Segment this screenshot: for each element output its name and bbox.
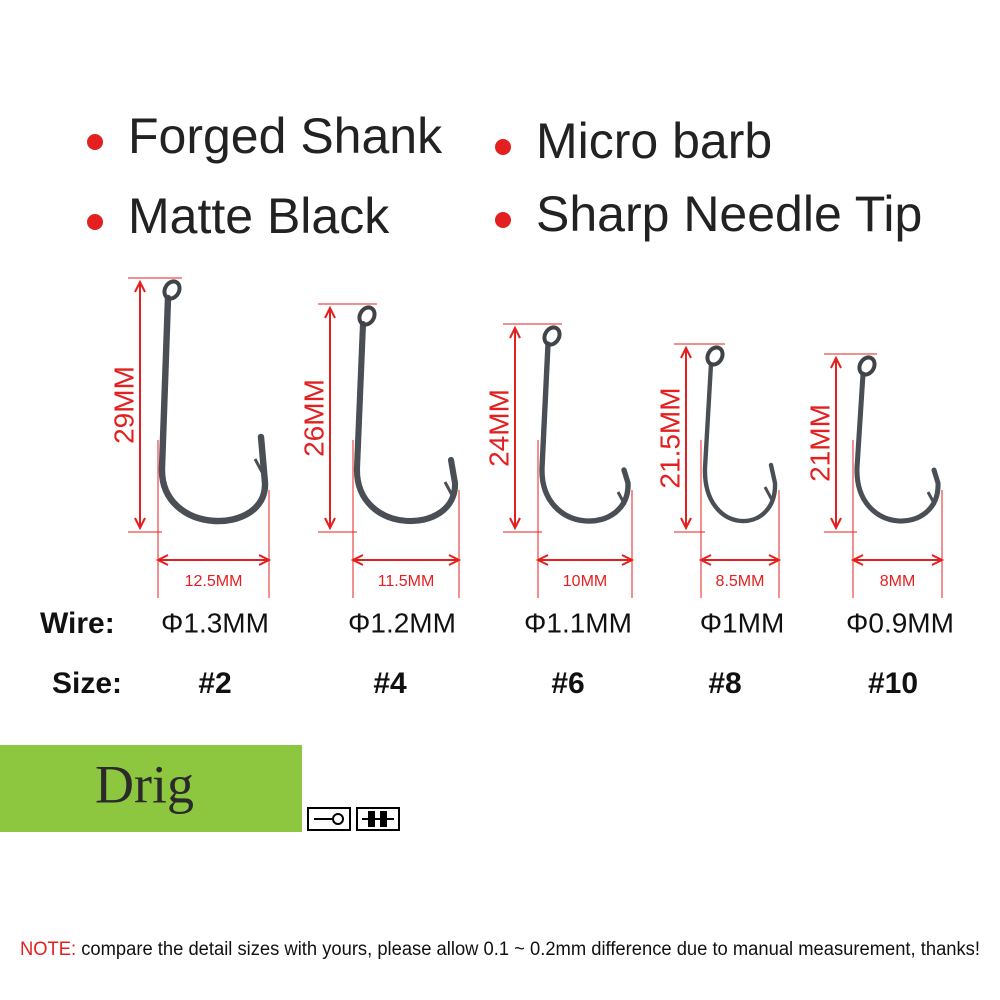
bullet [495, 139, 511, 155]
size-label: #4 [373, 667, 407, 700]
arrow [155, 554, 272, 566]
size-label: #8 [708, 667, 741, 700]
hook [539, 341, 631, 524]
wire-label: Φ0.9MM [846, 607, 954, 638]
feature: Micro barb [536, 113, 772, 169]
hook [854, 371, 941, 524]
hook-eye [857, 355, 877, 377]
arrow [680, 345, 692, 359]
height-label: 21.5MM [654, 387, 685, 488]
hook-barb [616, 491, 627, 506]
hook-barb [763, 486, 774, 501]
note-text: compare the detail sizes with yours, ple… [76, 939, 980, 960]
hook-barb [253, 458, 264, 473]
height-label: 29MM [108, 366, 139, 444]
hook-barb [443, 481, 454, 496]
bullet [495, 212, 511, 228]
arrow [535, 554, 635, 566]
arrow [830, 517, 842, 531]
width-label: 11.5MM [378, 573, 435, 590]
bullet [87, 134, 103, 150]
wire-label: Φ1.3MM [161, 607, 269, 638]
wire-label: Φ1MM [700, 607, 785, 638]
hook-eye [542, 325, 562, 347]
arrow [850, 554, 945, 566]
arrow [830, 355, 842, 369]
hook-diagram: 29MM 12.5MM Φ1.3MM #2 26MM 11.5MM Φ1.2MM #4 24MM… [108, 277, 954, 700]
arrow [350, 554, 462, 566]
feature: Forged Shank [128, 108, 443, 164]
rig-icons [307, 807, 400, 831]
arrow [680, 517, 692, 531]
height-label: 26MM [298, 379, 329, 457]
hook [158, 294, 269, 525]
feature: Sharp Needle Tip [536, 186, 922, 242]
height-label: 21MM [804, 404, 835, 482]
arrow [324, 517, 336, 531]
arrow [509, 325, 521, 339]
hook-eye [705, 345, 725, 367]
width-label: 8MM [880, 573, 916, 590]
size-row-label: Size: [52, 667, 122, 700]
width-label: 12.5MM [185, 573, 243, 590]
width-label: 8.5MM [716, 573, 765, 590]
hook-eye [162, 279, 182, 301]
hook [353, 320, 459, 525]
size-label: #10 [868, 667, 918, 700]
arrow [324, 305, 336, 319]
brand-name: Drig [95, 754, 194, 814]
wire-label: Φ1.1MM [524, 607, 632, 638]
size-label: #6 [551, 667, 584, 700]
bullet [87, 214, 103, 230]
feature-list: Forged Shank Micro barb Matte Black Sharp N… [87, 108, 922, 244]
brand-banner [0, 745, 302, 832]
hook [702, 361, 778, 524]
wire-row-label: Wire: [40, 607, 115, 640]
note-prefix: NOTE: [20, 939, 76, 960]
feature: Matte Black [128, 188, 390, 244]
wire-label: Φ1.2MM [348, 607, 456, 638]
note: NOTE: compare the detail sizes with your… [20, 939, 980, 960]
width-label: 10MM [563, 573, 607, 590]
hook-eye [357, 305, 377, 327]
arrow [134, 279, 146, 293]
size-label: #2 [198, 667, 231, 700]
arrow [698, 554, 782, 566]
arrow [509, 517, 521, 531]
height-label: 24MM [483, 389, 514, 467]
hook-barb [926, 491, 937, 506]
arrow [134, 517, 146, 531]
